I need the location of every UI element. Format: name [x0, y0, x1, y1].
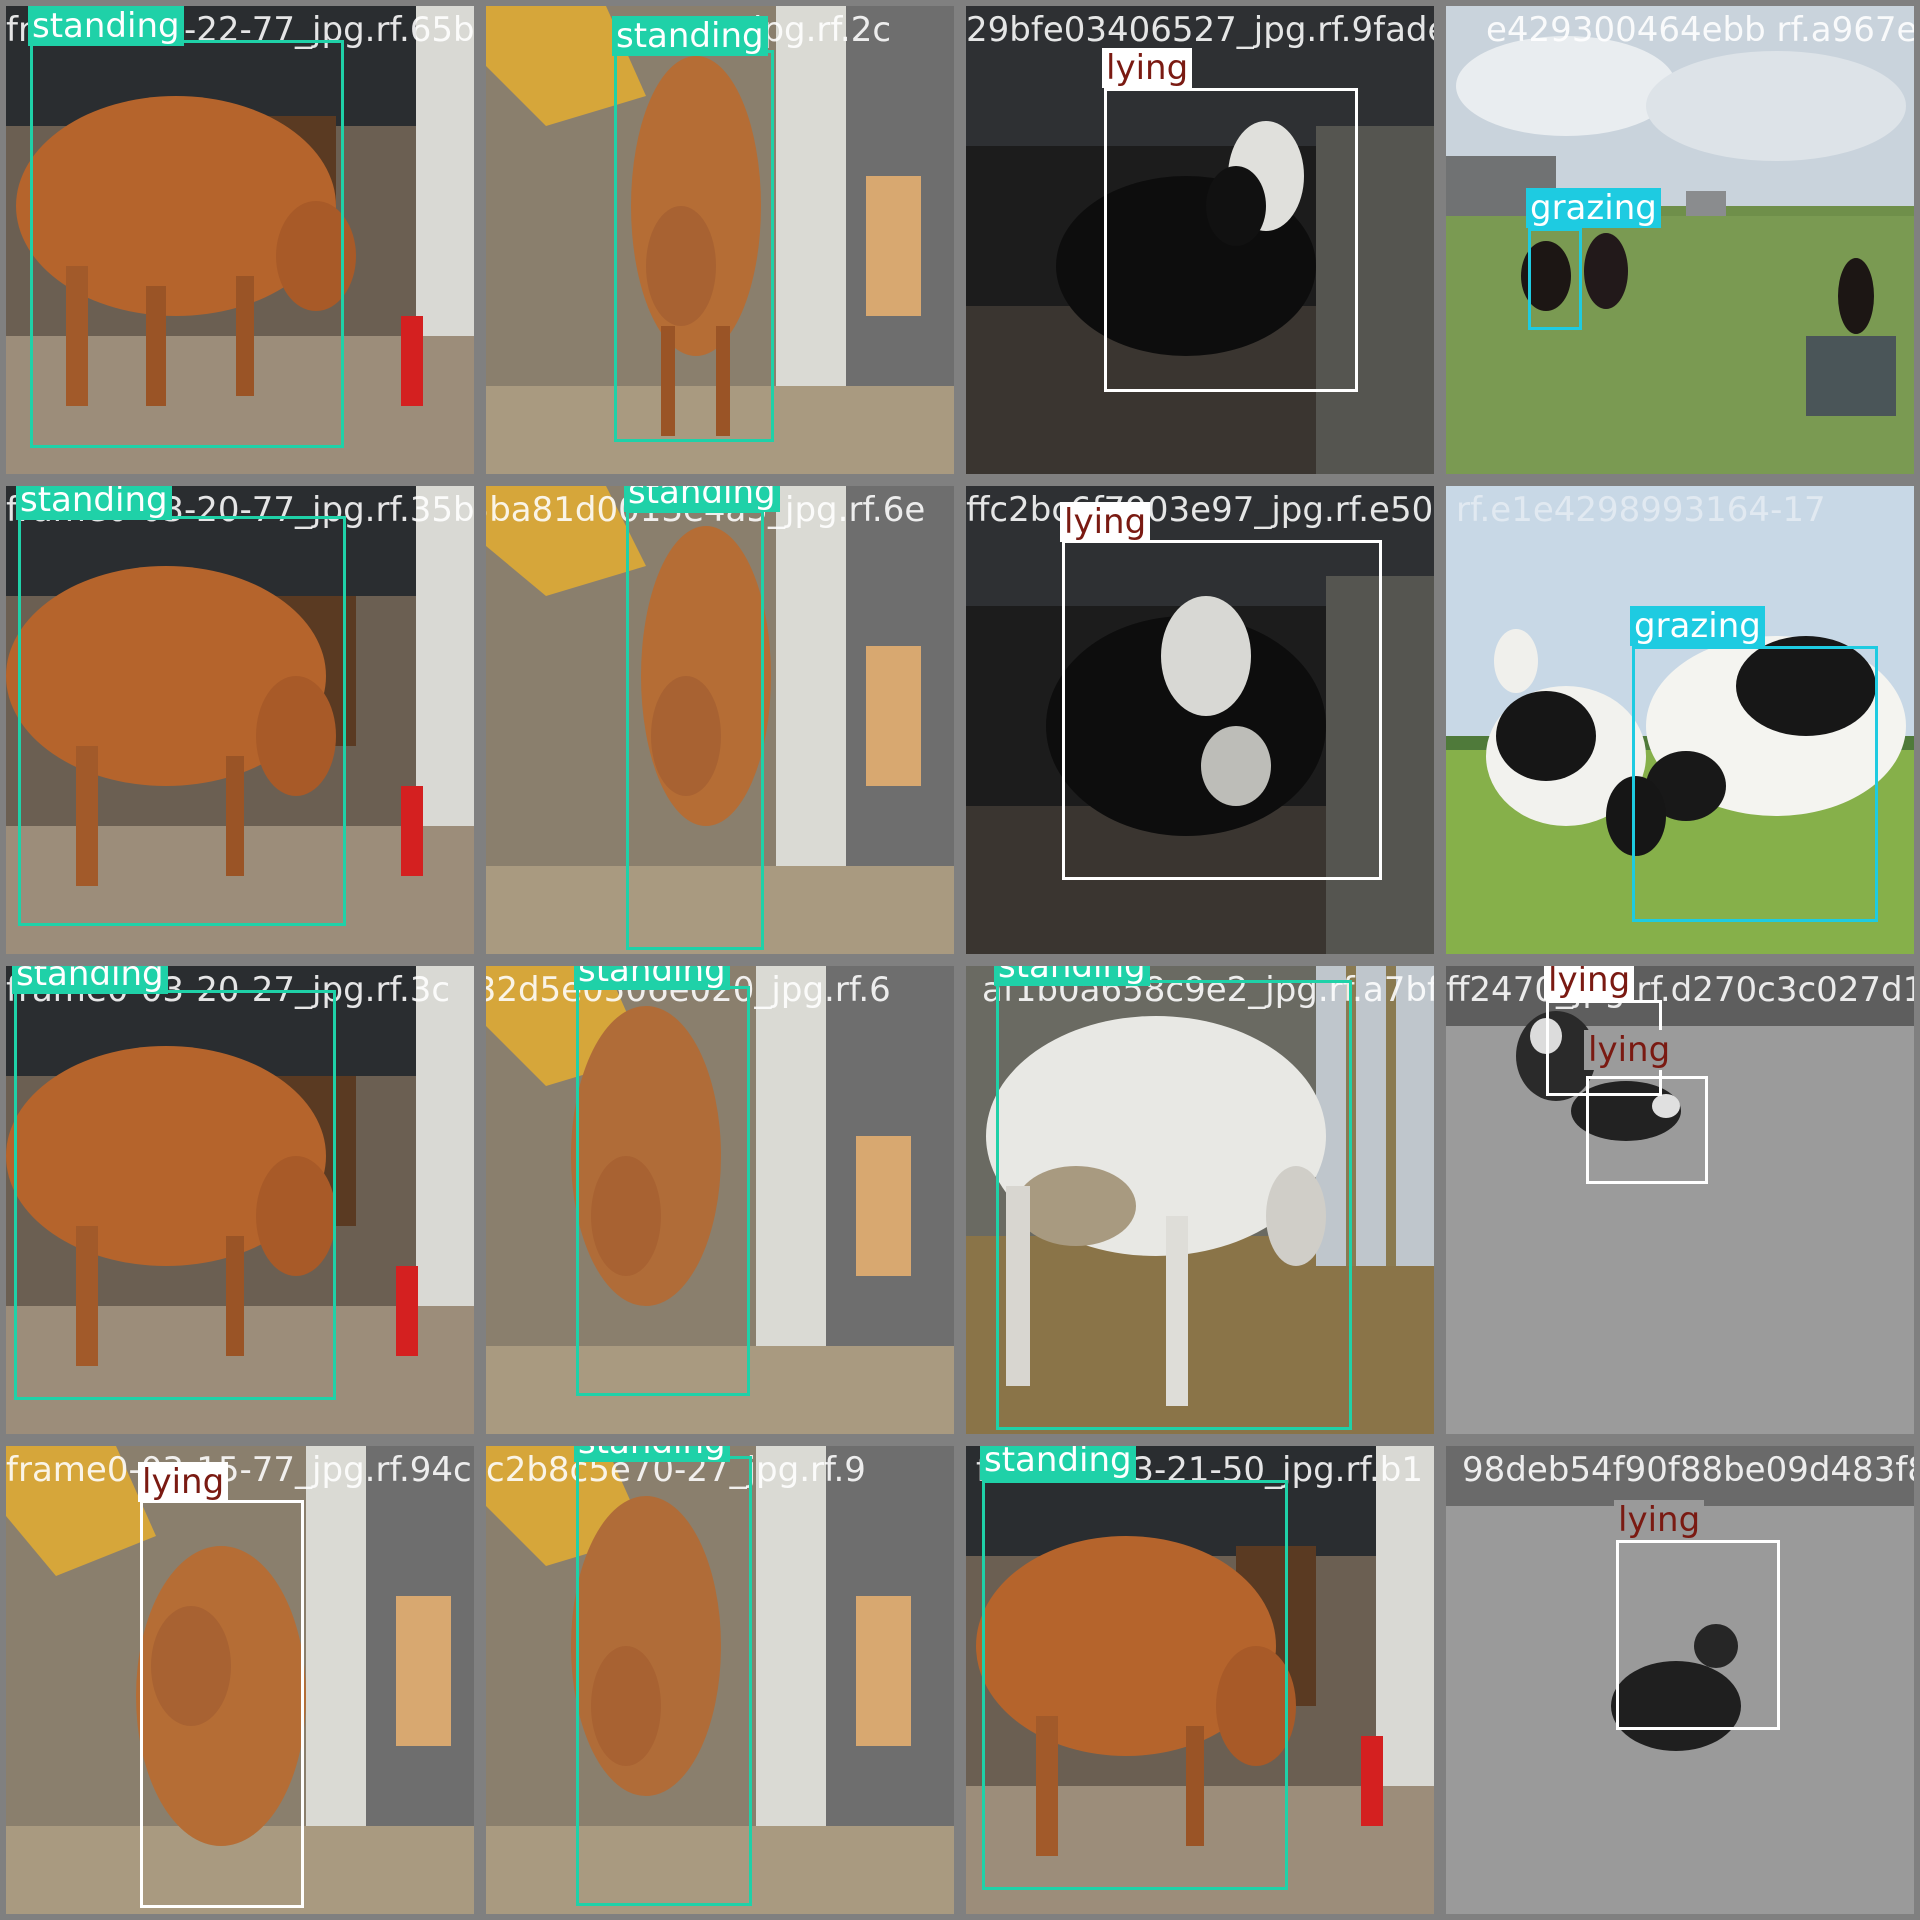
tile-16: 98deb54f90f88be09d483f85 lying — [1440, 1440, 1920, 1920]
tile-4: e429300464ebb rf.a967e40b grazing — [1440, 0, 1920, 480]
bbox-label: grazing — [1630, 606, 1765, 646]
bbox-standing — [576, 986, 750, 1396]
cow-photo — [486, 486, 954, 954]
bbox-label: lying — [1584, 1030, 1675, 1070]
bbox-label: lying — [1060, 502, 1151, 542]
filename-text: rf.e1e4298993164-17 — [1456, 490, 1826, 530]
cow-photo — [486, 6, 954, 474]
cow-photo — [486, 966, 954, 1434]
bbox-label: standing — [624, 486, 780, 512]
tile-15: frame0-03-21-50_jpg.rf.b1 standing — [960, 1440, 1440, 1920]
filename-text: ff2470_jpg.rf.d270c3c027d14 — [1446, 970, 1920, 1010]
cow-photo — [6, 486, 474, 954]
bbox-standing — [982, 1480, 1288, 1890]
tile-10: c32d5e0506e020_jpg.rf.6 standing — [480, 960, 960, 1440]
tile-1: frame0-03-22-77_jpg.rf.65b98925 standing — [0, 0, 480, 480]
bbox-grazing — [1528, 228, 1582, 330]
bbox-label: standing — [994, 966, 1150, 986]
cow-photo — [966, 966, 1434, 1434]
bbox-standing — [30, 40, 344, 448]
bbox-standing — [996, 980, 1352, 1430]
filename-text: 29bfe03406527_jpg.rf.9fade — [966, 10, 1440, 50]
bbox-standing — [576, 1456, 752, 1906]
bbox-standing — [614, 50, 774, 442]
bbox-label: standing — [612, 16, 768, 56]
bbox-label: grazing — [1526, 188, 1661, 228]
bbox-label: standing — [12, 966, 168, 994]
bbox-standing — [14, 990, 336, 1400]
bbox-label: lying — [138, 1462, 229, 1502]
tile-2: _jpg.rf.2c standing — [480, 0, 960, 480]
cow-photo — [6, 966, 474, 1434]
cow-photo — [1446, 966, 1914, 1434]
filename-text: e429300464ebb rf.a967e40b — [1486, 10, 1918, 50]
bbox-lying — [1104, 88, 1358, 392]
cow-photo — [6, 6, 474, 474]
bbox-label: lying — [1544, 966, 1635, 1000]
bbox-label: standing — [980, 1446, 1136, 1480]
tile-7: ffc2bc6f7903e97_jpg.rf.e509 lying — [960, 480, 1440, 960]
bbox-label: standing — [28, 6, 184, 46]
bbox-lying — [1616, 1540, 1780, 1730]
bbox-label: lying — [1614, 1500, 1705, 1540]
bbox-label: standing — [574, 966, 730, 990]
tile-12: ff2470_jpg.rf.d270c3c027d14 lying lying — [1440, 960, 1920, 1440]
tile-6: b5ba81d0013e4a5_jpg.rf.6e standing — [480, 480, 960, 960]
cow-photo — [966, 1446, 1434, 1914]
filename-text: frame0-03-15-77_jpg.rf.94c — [6, 1450, 472, 1490]
bbox-label: standing — [16, 486, 172, 520]
bbox-standing — [18, 516, 346, 926]
bbox-lying — [1586, 1076, 1708, 1184]
tile-13: frame0-03-15-77_jpg.rf.94c lying — [0, 1440, 480, 1920]
cow-photo — [1446, 486, 1914, 954]
cow-photo — [1446, 6, 1914, 474]
filename-text: ffc2bc6f7903e97_jpg.rf.e509 — [966, 490, 1440, 530]
tile-3: 29bfe03406527_jpg.rf.9fade lying — [960, 0, 1440, 480]
tile-5: frame0-03-20-77_jpg.rf.35b standing — [0, 480, 480, 960]
tile-8: rf.e1e4298993164-17 grazing — [1440, 480, 1920, 960]
bbox-standing — [626, 510, 764, 950]
bbox-grazing — [1632, 646, 1878, 922]
tile-11: af1b0a658c9e2_jpg.rf.a7bff standing — [960, 960, 1440, 1440]
bbox-label: lying — [1102, 48, 1193, 88]
bbox-label: standing — [574, 1446, 730, 1462]
filename-text: 98deb54f90f88be09d483f85 — [1462, 1450, 1920, 1490]
bbox-lying — [140, 1500, 304, 1908]
tile-14: c2b8c5e70-27_jpg.rf.9 standing — [480, 1440, 960, 1920]
bbox-lying — [1062, 540, 1382, 880]
cow-photo — [486, 1446, 954, 1914]
cow-photo — [6, 1446, 474, 1914]
tile-9: frame0-03-20-27_jpg.rf.3c standing — [0, 960, 480, 1440]
